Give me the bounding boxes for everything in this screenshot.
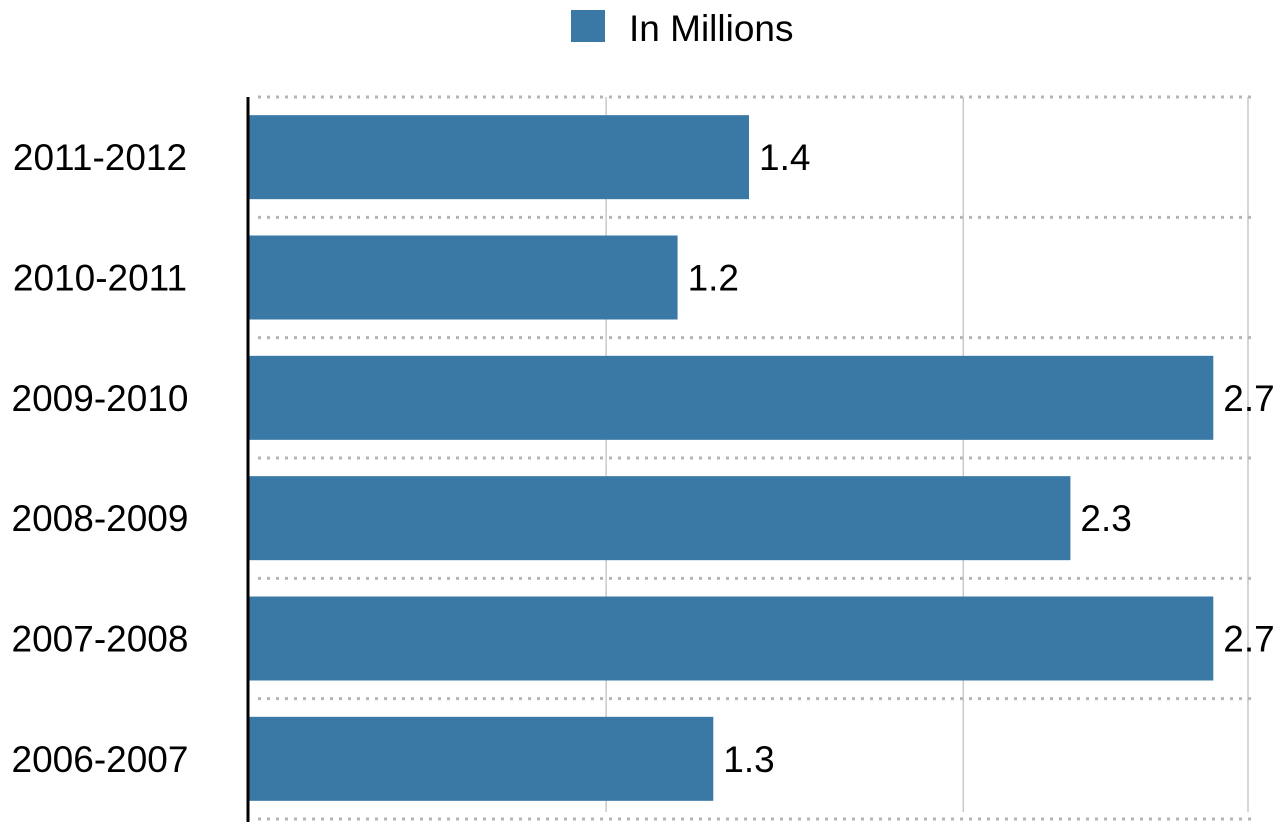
legend-swatch xyxy=(571,10,605,42)
data-label: 1.4 xyxy=(759,137,810,178)
category-label: 2009-2010 xyxy=(12,378,189,419)
category-label: 2006-2007 xyxy=(12,739,189,780)
data-label: 1.3 xyxy=(723,739,774,780)
category-label: 2007-2008 xyxy=(12,619,189,660)
legend-label: In Millions xyxy=(629,8,794,49)
data-label: 2.3 xyxy=(1080,498,1131,539)
category-label: 2008-2009 xyxy=(12,498,189,539)
bar xyxy=(249,596,1214,681)
bar xyxy=(249,235,678,320)
value-labels: 1.4 1.2 2.7 2.3 2.7 1.3 xyxy=(688,137,1275,780)
data-label: 1.2 xyxy=(688,258,739,299)
bar xyxy=(249,476,1071,561)
bars xyxy=(249,115,1214,801)
category-labels: 2011-2012 2010-2011 2009-2010 2008-2009 2007… xyxy=(12,137,189,780)
gridlines xyxy=(258,95,1252,821)
category-label: 2011-2012 xyxy=(13,137,187,178)
bar xyxy=(249,355,1214,440)
legend: In Millions xyxy=(571,8,794,49)
data-label: 2.7 xyxy=(1223,378,1274,419)
bar xyxy=(249,115,749,200)
data-label: 2.7 xyxy=(1223,619,1274,660)
bar xyxy=(249,716,714,801)
category-label: 2010-2011 xyxy=(13,258,187,299)
